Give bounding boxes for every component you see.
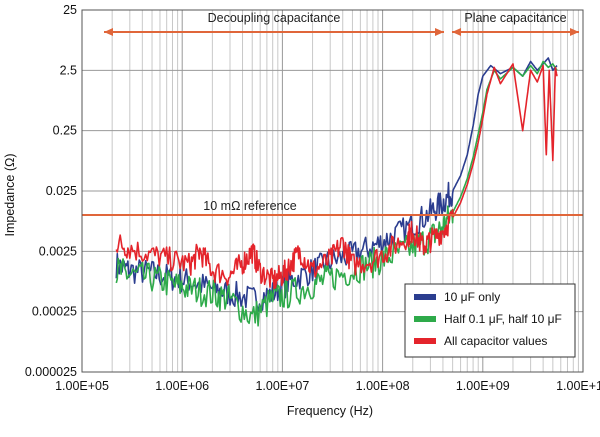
legend-label: All capacitor values — [444, 334, 547, 348]
legend-swatch — [414, 316, 436, 322]
range-arrowhead — [435, 28, 444, 36]
range-label: Decoupling capacitance — [208, 11, 341, 25]
y-tick-label: 2.5 — [60, 63, 77, 77]
legend-swatch — [414, 294, 436, 300]
x-tick-label: 1.00E+05 — [55, 379, 109, 393]
y-tick-label: 0.0025 — [39, 244, 77, 258]
x-tick-label: 1.00E+07 — [255, 379, 309, 393]
x-tick-label: 1.00E+09 — [456, 379, 510, 393]
y-tick-label: 0.025 — [46, 184, 77, 198]
legend-label: 10 μF only — [444, 290, 500, 304]
legend: 10 μF only Half 0.1 μF, half 10 μF All cap… — [404, 283, 576, 358]
range-arrowhead — [104, 28, 113, 36]
legend-swatch — [414, 338, 436, 344]
y-tick-label: 0.25 — [53, 124, 77, 138]
range-arrowhead — [452, 28, 461, 36]
x-tick-label: 1.00E+06 — [155, 379, 209, 393]
tick-labels: 1.00E+05 1.00E+06 1.00E+07 1.00E+08 1.00E+09… — [25, 3, 600, 393]
series-line — [115, 60, 558, 327]
y-axis-title: Impedance (Ω) — [3, 154, 17, 237]
series-line — [115, 63, 558, 290]
range-arrowhead — [570, 28, 579, 36]
range-label: Plane capacitance — [464, 11, 566, 25]
y-tick-label: 0.00025 — [32, 305, 77, 319]
range-annotations: Decoupling capacitance Plane capacitance — [104, 11, 579, 36]
x-tick-label: 1.00E+10 — [556, 379, 600, 393]
reference-layer: 10 mΩ reference — [82, 199, 583, 217]
reference-label: 10 mΩ reference — [203, 199, 296, 213]
x-tick-label: 1.00E+08 — [356, 379, 410, 393]
y-tick-label: 0.000025 — [25, 365, 77, 379]
y-tick-label: 25 — [63, 3, 77, 17]
legend-label: Half 0.1 μF, half 10 μF — [444, 312, 562, 326]
plot-frame — [81, 9, 584, 373]
x-axis-title: Frequency (Hz) — [287, 404, 373, 418]
